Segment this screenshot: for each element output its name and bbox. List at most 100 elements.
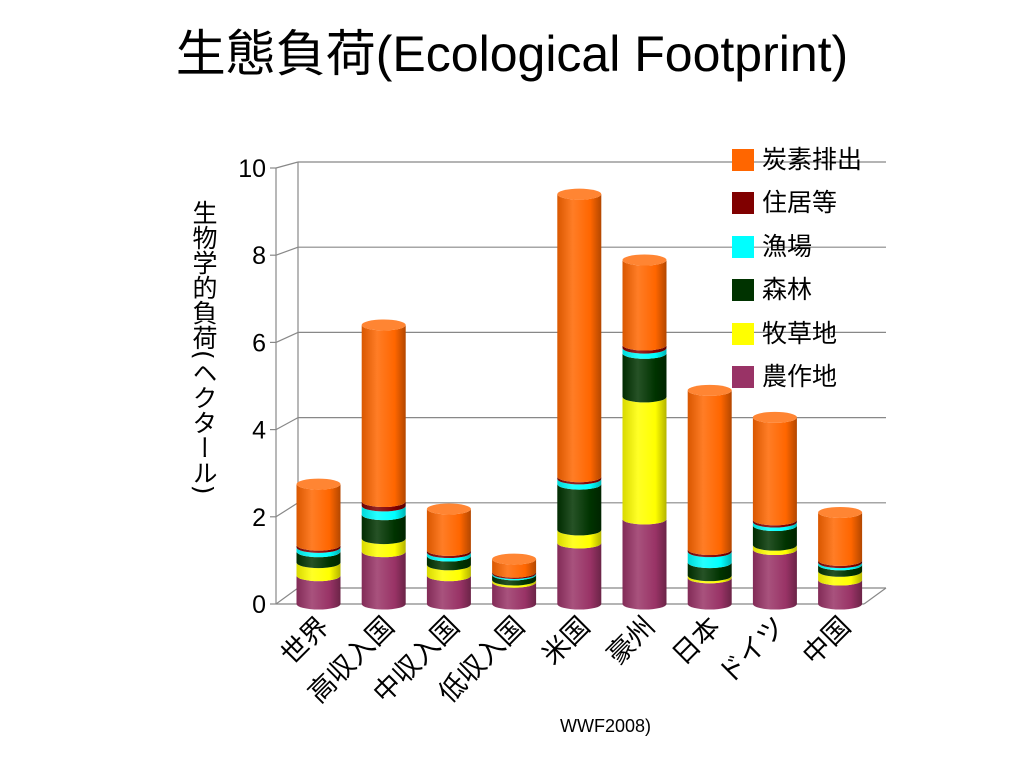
legend-swatch <box>732 192 754 215</box>
bar-group <box>818 506 863 610</box>
bar-top-cap <box>622 254 667 266</box>
bar-segment <box>687 577 732 610</box>
gridline-depth <box>275 161 299 169</box>
bar-segment <box>687 551 732 569</box>
legend-swatch <box>732 279 754 302</box>
bar-segment <box>296 545 341 553</box>
y-tick-label: 10 <box>238 155 266 183</box>
bars <box>296 188 863 610</box>
bar-segment <box>687 562 732 582</box>
bar-top-cap <box>687 384 732 396</box>
bar-segment <box>557 478 602 490</box>
bar-segment <box>818 564 863 577</box>
bar-segment <box>687 390 732 555</box>
legend-swatch <box>732 148 754 171</box>
page-title: 生態負荷(Ecological Footprint) <box>0 22 1024 86</box>
bar-group <box>752 411 797 610</box>
y-axis-label: 生物学的負荷(ヘクタール) <box>189 200 218 495</box>
legend-swatch <box>732 235 754 258</box>
bar-segment <box>361 501 406 512</box>
legend-label: 農作地 <box>762 362 838 392</box>
x-category-label: 豪州 <box>601 611 661 671</box>
bar-segment <box>818 512 863 566</box>
bar-segment <box>296 484 341 551</box>
bar-top-cap <box>296 478 341 490</box>
gridline-depth <box>275 417 299 431</box>
bar-top-cap <box>361 319 406 331</box>
bar-top-cap <box>492 553 537 565</box>
gridline-depth <box>275 587 299 605</box>
bar-segment <box>426 550 471 559</box>
bar-segment <box>361 538 406 558</box>
bar-segment <box>622 345 667 354</box>
bar-segment <box>426 508 471 556</box>
x-category-label: 中国 <box>797 611 857 671</box>
bar-segment <box>426 564 471 582</box>
legend-label: 炭素排出 <box>762 144 863 174</box>
legend-item: 森林 <box>732 269 862 313</box>
legend-label: 森林 <box>762 275 813 305</box>
bar-segment <box>818 560 863 569</box>
bar-segment <box>622 353 667 403</box>
bar-segment <box>426 556 471 571</box>
bar-group <box>687 384 732 610</box>
bar-segment <box>818 580 863 610</box>
bar-segment <box>622 396 667 525</box>
bar-segment <box>687 575 732 584</box>
x-category-label: 米国 <box>536 611 596 671</box>
bar-segment <box>752 549 797 610</box>
chart-legend: 炭素排出住居等漁場森林牧草地農作地 <box>732 138 862 399</box>
legend-swatch <box>732 366 754 389</box>
bar-group <box>296 478 341 610</box>
legend-item: 炭素排出 <box>732 138 862 182</box>
legend-item: 牧草地 <box>732 312 862 356</box>
bar-segment <box>557 484 602 536</box>
bar-segment <box>818 571 863 586</box>
bar-segment <box>752 522 797 532</box>
bar-top-cap <box>818 506 863 518</box>
bar-segment <box>492 559 537 578</box>
bar-top-cap <box>752 411 797 423</box>
bar-segment <box>426 575 471 610</box>
bar-segment <box>622 518 667 610</box>
bar-group <box>492 553 537 610</box>
bar-segment <box>622 259 667 351</box>
legend-item: 漁場 <box>732 225 862 269</box>
bar-segment <box>361 551 406 610</box>
bar-segment <box>296 551 341 569</box>
bar-segment <box>361 324 406 508</box>
legend-label: 牧草地 <box>762 318 838 348</box>
bar-segment <box>622 348 667 359</box>
gridline-depth <box>275 331 299 343</box>
bar-segment <box>752 519 797 528</box>
gridline-depth <box>275 246 299 256</box>
legend-item: 農作地 <box>732 356 862 400</box>
legend-label: 住居等 <box>762 188 838 218</box>
bar-segment <box>492 582 537 610</box>
bar-segment <box>818 562 863 571</box>
bar-segment <box>296 575 341 610</box>
y-tick-label: 0 <box>252 591 266 619</box>
legend-item: 住居等 <box>732 182 862 226</box>
bar-top-cap <box>426 503 471 515</box>
bar-segment <box>557 476 602 485</box>
bar-top-cap <box>557 188 602 200</box>
bar-segment <box>361 505 406 521</box>
bar-segment <box>687 549 732 558</box>
gridline-depth <box>275 502 299 518</box>
y-tick-label: 4 <box>252 417 266 445</box>
title-japanese: 生態負荷 <box>175 25 376 83</box>
y-tick-label: 2 <box>252 504 266 532</box>
bar-segment <box>296 547 341 558</box>
legend-label: 漁場 <box>762 231 813 261</box>
bar-segment <box>557 529 602 549</box>
bar-segment <box>492 573 537 581</box>
x-category-label: ドイツ <box>713 611 792 690</box>
bar-segment <box>752 417 797 526</box>
bar-segment <box>557 194 602 483</box>
floor-right-edge <box>863 587 887 605</box>
bar-segment <box>492 574 537 586</box>
y-tick-label: 8 <box>252 242 266 270</box>
bar-segment <box>557 542 602 610</box>
